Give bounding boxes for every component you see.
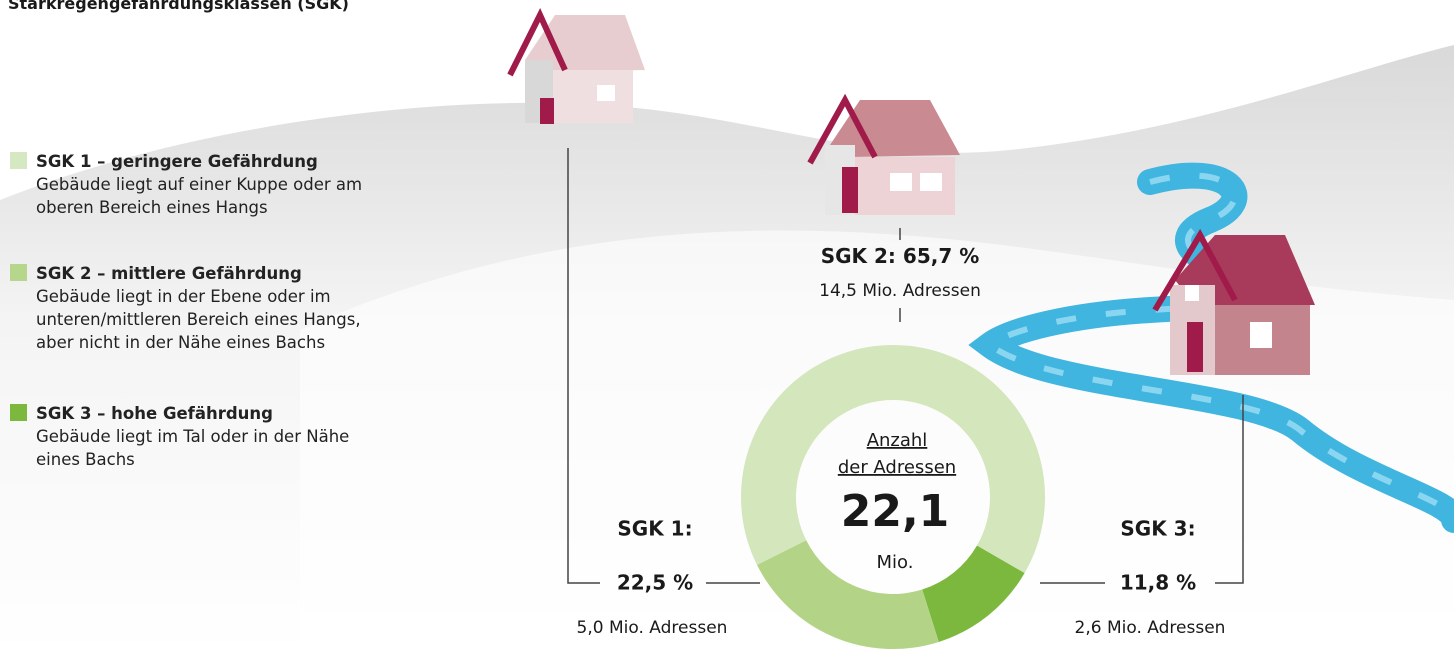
connectors xyxy=(567,148,1244,584)
legend-description: Gebäude liegt im Tal oder in der Nähe ei… xyxy=(36,427,350,469)
center-label: der Adressen xyxy=(838,457,956,478)
donut-slice xyxy=(922,545,1025,642)
legend-name: SGK 3 – hohe Gefährdung xyxy=(36,404,273,423)
slice-category: SGK 1: xyxy=(617,517,692,541)
house xyxy=(507,8,645,124)
center-value: 22,1 xyxy=(841,486,950,537)
legend-description: Gebäude liegt auf einer Kuppe oder am ob… xyxy=(36,175,363,217)
house xyxy=(807,93,960,215)
landscape xyxy=(0,45,1454,653)
legend-item: SGK 2 – mittlere Gefährdung Gebäude liegt… xyxy=(10,262,396,354)
donut-slice xyxy=(756,540,939,650)
legend-swatch xyxy=(10,264,27,281)
slice-sub-label: 2,6 Mio. Adressen xyxy=(1075,618,1226,638)
legend-name: SGK 2 – mittlere Gefährdung xyxy=(36,264,302,283)
slice-category: SGK 3: xyxy=(1120,517,1195,541)
legend-item: SGK 1 – geringere Gefährdung Gebäude lieg… xyxy=(10,150,396,219)
slice-value-label: 65,7 % xyxy=(903,244,979,268)
donut-slice xyxy=(741,345,1045,573)
legend-name: SGK 1 – geringere Gefährdung xyxy=(36,152,318,171)
slice-category: SGK 2: xyxy=(821,244,896,268)
legend-item: SGK 3 – hohe Gefährdung Gebäude liegt im … xyxy=(10,402,396,471)
center-label: Anzahl xyxy=(867,430,928,451)
slice-sub-label: 14,5 Mio. Adressen xyxy=(819,281,981,301)
center-unit: Mio. xyxy=(877,552,914,573)
slice-value-label: 11,8 % xyxy=(1120,571,1196,595)
slice-label: SGK 2: 65,7 % xyxy=(821,244,980,268)
slice-value-label: 22,5 % xyxy=(617,571,693,595)
title: Starkregengefährdungsklassen (SGK) xyxy=(8,0,349,13)
legend-swatch xyxy=(10,152,27,169)
slice-sub-label: 5,0 Mio. Adressen xyxy=(577,618,728,638)
house xyxy=(1152,228,1315,375)
legend-description: Gebäude liegt in der Ebene oder im unter… xyxy=(36,287,361,352)
legend-swatch xyxy=(10,404,27,421)
